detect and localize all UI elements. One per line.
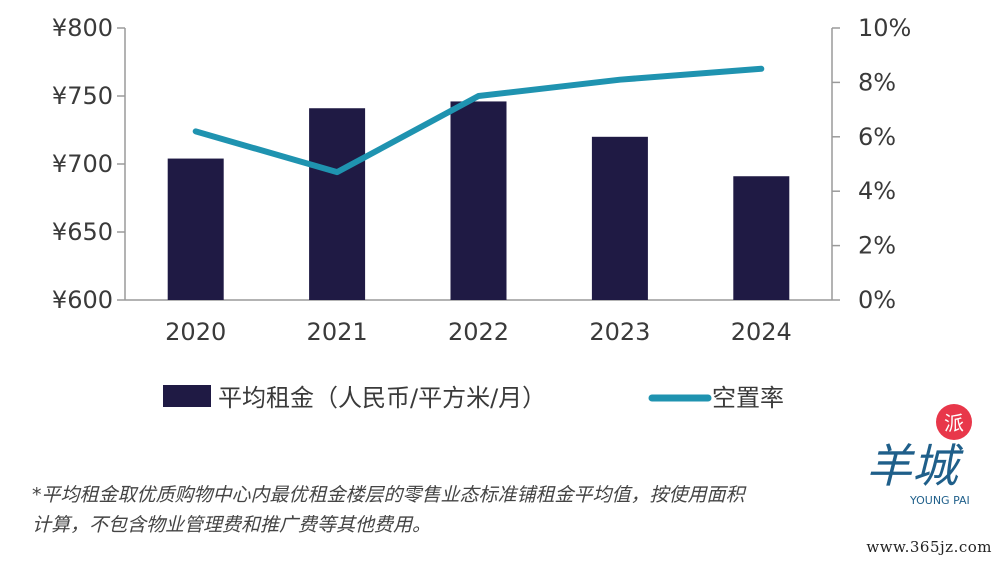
left-tick-label: ¥700 <box>52 150 113 178</box>
x-tick-label: 2021 <box>307 318 368 346</box>
watermark-badge <box>936 404 972 440</box>
line-series <box>192 65 765 176</box>
bar <box>309 108 366 301</box>
right-tick-label: 10% <box>858 14 911 42</box>
watermark-url: www.365jz.com <box>866 538 992 556</box>
legend-label-bar: 平均租金（人民币/平方米/月） <box>218 384 546 412</box>
left-tick-label: ¥800 <box>52 14 113 42</box>
footnote: *平均租金取优质购物中心内最优租金楼层的零售业态标准铺租金平均值，按使用面积 计… <box>32 480 912 540</box>
x-tick-label: 2020 <box>165 318 226 346</box>
x-tick-label: 2023 <box>589 318 650 346</box>
watermark-sub-text: YOUNG PAI <box>909 494 970 507</box>
right-tick-label: 0% <box>858 286 896 314</box>
right-tick-label: 8% <box>858 68 896 96</box>
x-tick-label: 2024 <box>731 318 792 346</box>
left-tick-label: ¥600 <box>52 286 113 314</box>
bar <box>733 176 790 300</box>
watermark-badge-text: 派 <box>944 411 964 435</box>
legend-swatch-bar <box>163 385 211 407</box>
bar <box>167 158 224 300</box>
combo-chart: ¥600¥650¥700¥750¥800 0%2%4%6%8%10% 2020 2… <box>52 14 911 412</box>
watermark-logo-text: 羊城 <box>866 439 964 493</box>
left-tick-label: ¥650 <box>52 218 113 246</box>
bar <box>450 101 507 300</box>
right-y-axis: 0% 2% 4% 6% 8% 10% <box>831 14 911 314</box>
legend: 平均租金（人民币/平方米/月） 空置率 <box>163 384 784 412</box>
watermark-logo: 派 羊城 YOUNG PAI <box>866 404 972 507</box>
footnote-line-1: *平均租金取优质购物中心内最优租金楼层的零售业态标准铺租金平均值，按使用面积 <box>32 484 745 506</box>
right-tick-label: 6% <box>858 123 896 151</box>
legend-label-line: 空置率 <box>712 384 784 412</box>
right-tick-label: 4% <box>858 177 896 205</box>
bar <box>591 136 648 300</box>
bar-series <box>167 101 790 301</box>
footnote-line-2: 计算，不包含物业管理费和推广费等其他费用。 <box>32 514 432 536</box>
x-tick-label: 2022 <box>448 318 509 346</box>
left-tick-label: ¥750 <box>52 82 113 110</box>
left-y-axis: ¥600 ¥650 ¥700 ¥750 ¥800 <box>52 14 126 314</box>
x-axis: 2020 2021 2022 2023 2024 <box>125 299 832 346</box>
right-tick-label: 2% <box>858 232 896 260</box>
